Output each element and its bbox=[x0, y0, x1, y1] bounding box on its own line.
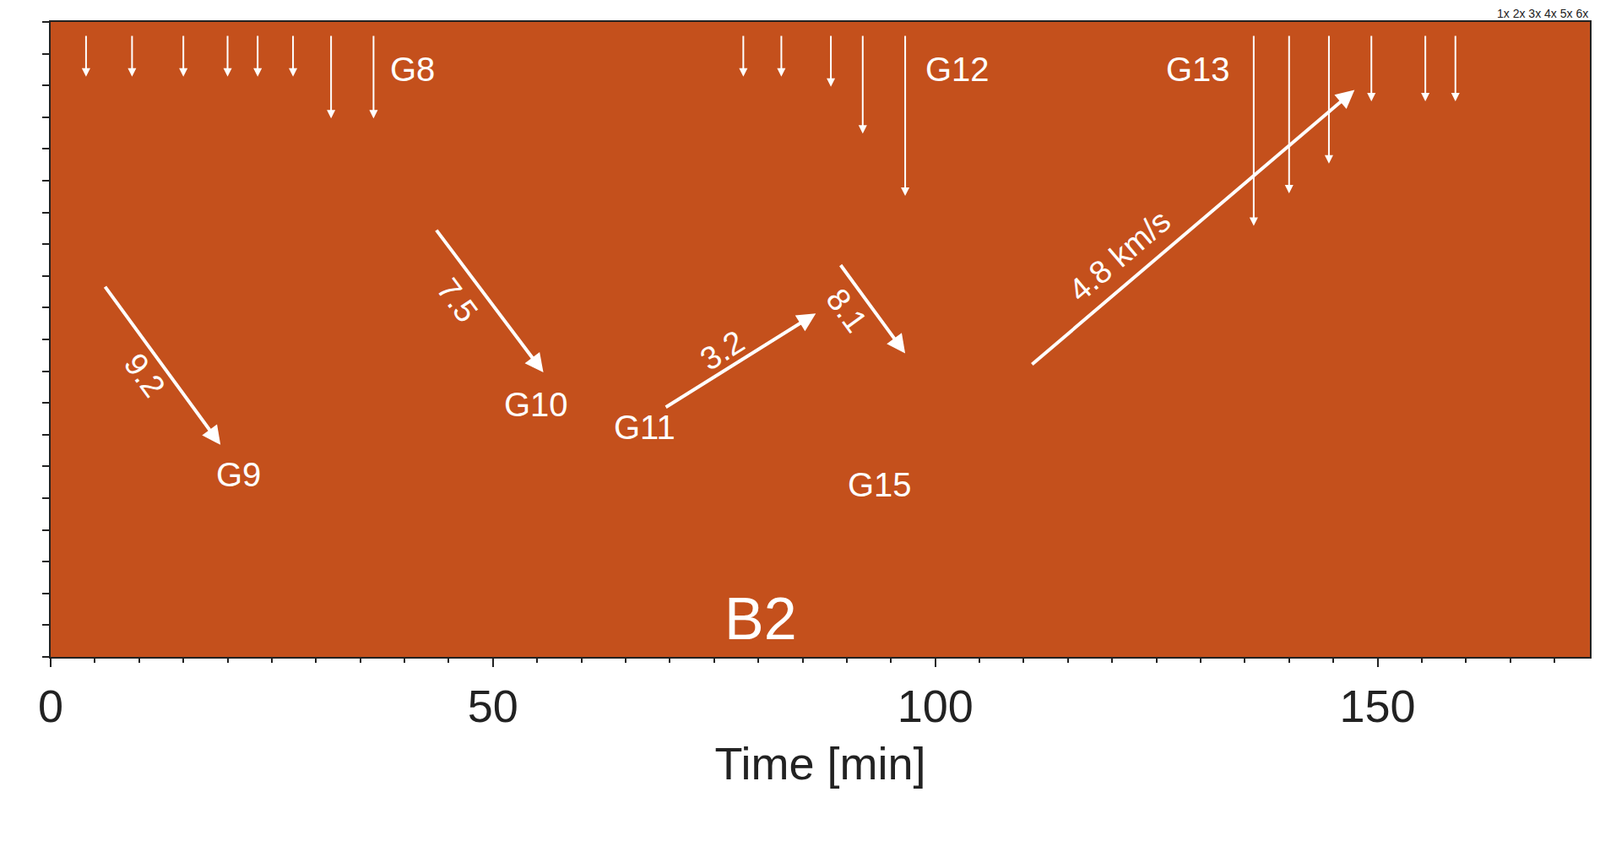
svg-text:G13: G13 bbox=[1166, 50, 1231, 88]
svg-text:G12: G12 bbox=[925, 50, 990, 88]
svg-text:9.2: 9.2 bbox=[117, 347, 173, 404]
svg-text:50: 50 bbox=[467, 680, 519, 732]
svg-text:Time [min]: Time [min] bbox=[714, 737, 926, 789]
svg-text:3.2: 3.2 bbox=[694, 323, 751, 378]
svg-text:4.8 km/s: 4.8 km/s bbox=[1062, 202, 1178, 309]
svg-text:B2: B2 bbox=[724, 585, 798, 652]
svg-text:G9: G9 bbox=[216, 455, 261, 494]
svg-text:0: 0 bbox=[37, 680, 64, 732]
svg-text:G11: G11 bbox=[613, 408, 676, 446]
svg-text:7.5: 7.5 bbox=[429, 271, 485, 329]
svg-text:100: 100 bbox=[897, 680, 974, 732]
svg-text:150: 150 bbox=[1339, 680, 1416, 732]
svg-text:G10: G10 bbox=[504, 385, 569, 424]
svg-text:1x 2x 3x 4x 5x 6x: 1x 2x 3x 4x 5x 6x bbox=[1496, 6, 1589, 21]
svg-text:G15: G15 bbox=[847, 466, 912, 504]
svg-text:G8: G8 bbox=[390, 50, 435, 88]
svg-text:8.1: 8.1 bbox=[818, 282, 874, 339]
